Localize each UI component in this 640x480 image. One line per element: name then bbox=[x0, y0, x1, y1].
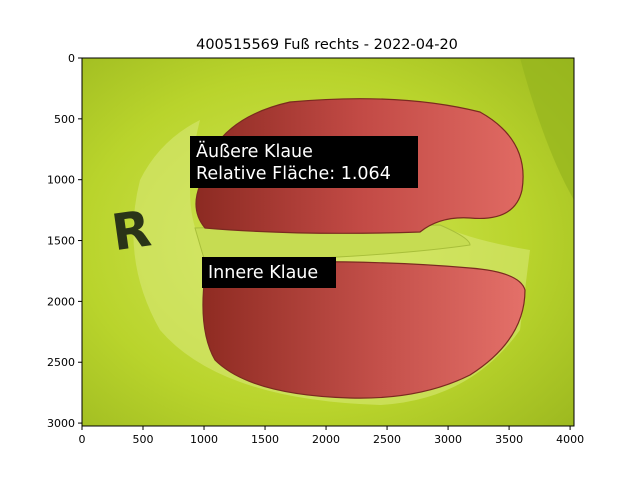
x-tick-label: 3000 bbox=[434, 433, 462, 446]
marker-letter: R bbox=[108, 199, 154, 262]
outer-claw-label: Äußere Klaue Relative Fläche: 1.064 bbox=[190, 136, 418, 188]
y-tick-label: 2500 bbox=[47, 356, 75, 369]
y-tick-label: 2000 bbox=[47, 295, 75, 308]
y-tick-label: 3000 bbox=[47, 417, 75, 430]
x-tick-label: 1500 bbox=[251, 433, 279, 446]
y-axis: 0 500 1000 1500 2000 2500 3000 bbox=[47, 52, 82, 430]
y-tick-label: 1500 bbox=[47, 235, 75, 248]
inner-claw-label-name: Innere Klaue bbox=[208, 263, 318, 283]
x-tick-label: 0 bbox=[79, 433, 86, 446]
inner-claw-label-box bbox=[202, 257, 336, 288]
photo-image: R bbox=[82, 58, 574, 426]
outer-claw-label-box bbox=[190, 136, 418, 188]
inner-claw-label: Innere Klaue bbox=[202, 257, 336, 288]
outer-claw-label-area: Relative Fläche: 1.064 bbox=[196, 164, 391, 184]
x-tick-label: 1000 bbox=[190, 433, 218, 446]
y-tick-label: 0 bbox=[68, 52, 75, 65]
figure-title: 400515569 Fuß rechts - 2022-04-20 bbox=[196, 37, 458, 53]
x-tick-label: 3500 bbox=[495, 433, 523, 446]
outer-claw-label-name: Äußere Klaue bbox=[196, 141, 313, 162]
axes-frame bbox=[81, 57, 575, 427]
x-tick-label: 4000 bbox=[556, 433, 584, 446]
photo-shadow bbox=[520, 58, 574, 200]
x-axis: 0 500 1000 1500 2000 2500 3000 3500 4000 bbox=[79, 426, 584, 446]
y-tick-label: 1000 bbox=[47, 174, 75, 187]
x-tick-label: 2500 bbox=[373, 433, 401, 446]
y-tick-label: 500 bbox=[54, 113, 75, 126]
x-tick-label: 500 bbox=[133, 433, 154, 446]
x-tick-label: 2000 bbox=[312, 433, 340, 446]
